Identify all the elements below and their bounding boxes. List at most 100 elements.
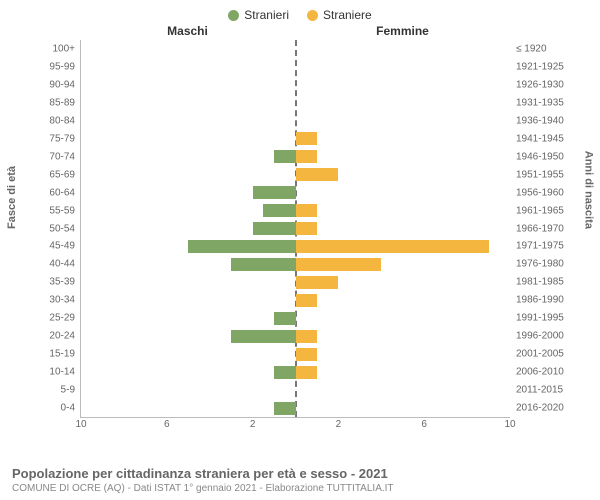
chart-row: 45-491971-1975 bbox=[81, 237, 510, 255]
birth-year-label: 1946-1950 bbox=[510, 151, 564, 162]
age-label: 95-99 bbox=[49, 61, 81, 72]
birth-year-label: 2011-2015 bbox=[510, 385, 563, 396]
x-axis: 10622610 bbox=[81, 419, 510, 435]
birth-year-label: 1941-1945 bbox=[510, 133, 564, 144]
bar-female bbox=[296, 348, 317, 361]
age-label: 65-69 bbox=[49, 169, 81, 180]
birth-year-label: 1931-1935 bbox=[510, 97, 564, 108]
chart-row: 55-591961-1965 bbox=[81, 202, 510, 220]
chart-row: 20-241996-2000 bbox=[81, 327, 510, 345]
chart-row: 80-841936-1940 bbox=[81, 112, 510, 130]
bar-male bbox=[274, 366, 295, 379]
age-label: 45-49 bbox=[49, 241, 81, 252]
age-label: 0-4 bbox=[61, 403, 81, 414]
bar-male bbox=[253, 222, 296, 235]
x-tick: 10 bbox=[75, 419, 86, 430]
birth-year-label: 1956-1960 bbox=[510, 187, 564, 198]
chart-row: 40-441976-1980 bbox=[81, 255, 510, 273]
chart-row: 50-541966-1970 bbox=[81, 220, 510, 238]
bar-female bbox=[296, 150, 317, 163]
age-label: 50-54 bbox=[49, 223, 81, 234]
chart-row: 65-691951-1955 bbox=[81, 166, 510, 184]
plot-area: 100+≤ 192095-991921-192590-941926-193085… bbox=[80, 40, 510, 418]
bar-male bbox=[263, 204, 295, 217]
age-label: 20-24 bbox=[49, 331, 81, 342]
age-label: 15-19 bbox=[49, 349, 81, 360]
age-label: 75-79 bbox=[49, 133, 81, 144]
age-label: 100+ bbox=[52, 43, 81, 54]
bar-male bbox=[231, 258, 295, 271]
x-tick: 6 bbox=[421, 419, 427, 430]
age-label: 5-9 bbox=[61, 385, 81, 396]
chart-row: 5-92011-2015 bbox=[81, 381, 510, 399]
birth-year-label: 1981-1985 bbox=[510, 277, 564, 288]
age-label: 10-14 bbox=[49, 367, 81, 378]
chart-footer: Popolazione per cittadinanza straniera p… bbox=[12, 466, 588, 494]
bar-male bbox=[274, 150, 295, 163]
bar-female bbox=[296, 366, 317, 379]
birth-year-label: 1961-1965 bbox=[510, 205, 564, 216]
birth-year-label: 1991-1995 bbox=[510, 313, 564, 324]
chart-row: 70-741946-1950 bbox=[81, 148, 510, 166]
age-label: 85-89 bbox=[49, 97, 81, 108]
age-label: 55-59 bbox=[49, 205, 81, 216]
chart-row: 90-941926-1930 bbox=[81, 76, 510, 94]
legend-label-male: Stranieri bbox=[244, 8, 289, 22]
chart-row: 100+≤ 1920 bbox=[81, 40, 510, 58]
chart-row: 85-891931-1935 bbox=[81, 94, 510, 112]
age-label: 80-84 bbox=[49, 115, 81, 126]
birth-year-label: 1996-2000 bbox=[510, 331, 564, 342]
age-label: 35-39 bbox=[49, 277, 81, 288]
legend-item-male: Stranieri bbox=[228, 8, 289, 22]
bar-female bbox=[296, 132, 317, 145]
birth-year-label: 2006-2010 bbox=[510, 367, 564, 378]
age-label: 25-29 bbox=[49, 313, 81, 324]
bar-female bbox=[296, 330, 317, 343]
birth-year-label: 1951-1955 bbox=[510, 169, 564, 180]
axis-title-age: Fasce di età bbox=[6, 166, 18, 229]
birth-year-label: 2016-2020 bbox=[510, 403, 564, 414]
bar-male bbox=[188, 240, 295, 253]
legend-swatch-female bbox=[307, 10, 318, 21]
bar-male bbox=[253, 186, 296, 199]
birth-year-label: 1966-1970 bbox=[510, 223, 564, 234]
chart-rows: 100+≤ 192095-991921-192590-941926-193085… bbox=[81, 40, 510, 417]
x-tick: 10 bbox=[504, 419, 515, 430]
legend-label-female: Straniere bbox=[323, 8, 372, 22]
bar-female bbox=[296, 240, 489, 253]
bar-female bbox=[296, 222, 317, 235]
birth-year-label: 2001-2005 bbox=[510, 349, 564, 360]
chart-row: 10-142006-2010 bbox=[81, 363, 510, 381]
bar-female bbox=[296, 258, 382, 271]
age-label: 30-34 bbox=[49, 295, 81, 306]
col-header-male: Maschi bbox=[80, 24, 295, 38]
axis-title-birth: Anni di nascita bbox=[582, 151, 594, 229]
birth-year-label: ≤ 1920 bbox=[510, 43, 547, 54]
x-tick: 2 bbox=[250, 419, 256, 430]
bar-male bbox=[231, 330, 295, 343]
column-headers: Maschi Femmine bbox=[0, 24, 600, 40]
birth-year-label: 1921-1925 bbox=[510, 61, 564, 72]
chart-row: 95-991921-1925 bbox=[81, 58, 510, 76]
age-label: 90-94 bbox=[49, 79, 81, 90]
col-header-female: Femmine bbox=[295, 24, 510, 38]
birth-year-label: 1971-1975 bbox=[510, 241, 564, 252]
chart-row: 35-391981-1985 bbox=[81, 273, 510, 291]
chart-row: 0-42016-2020 bbox=[81, 399, 510, 417]
chart-row: 30-341986-1990 bbox=[81, 291, 510, 309]
chart-subtitle: COMUNE DI OCRE (AQ) - Dati ISTAT 1° genn… bbox=[12, 483, 588, 494]
legend-swatch-male bbox=[228, 10, 239, 21]
chart-row: 15-192001-2005 bbox=[81, 345, 510, 363]
age-label: 40-44 bbox=[49, 259, 81, 270]
birth-year-label: 1926-1930 bbox=[510, 79, 564, 90]
population-pyramid-chart: Stranieri Straniere Maschi Femmine Fasce… bbox=[0, 0, 600, 500]
birth-year-label: 1976-1980 bbox=[510, 259, 564, 270]
chart-row: 25-291991-1995 bbox=[81, 309, 510, 327]
bar-male bbox=[274, 402, 295, 415]
chart-row: 75-791941-1945 bbox=[81, 130, 510, 148]
x-tick: 2 bbox=[336, 419, 342, 430]
age-label: 60-64 bbox=[49, 187, 81, 198]
chart-row: 60-641956-1960 bbox=[81, 184, 510, 202]
bar-female bbox=[296, 168, 339, 181]
legend: Stranieri Straniere bbox=[0, 0, 600, 24]
